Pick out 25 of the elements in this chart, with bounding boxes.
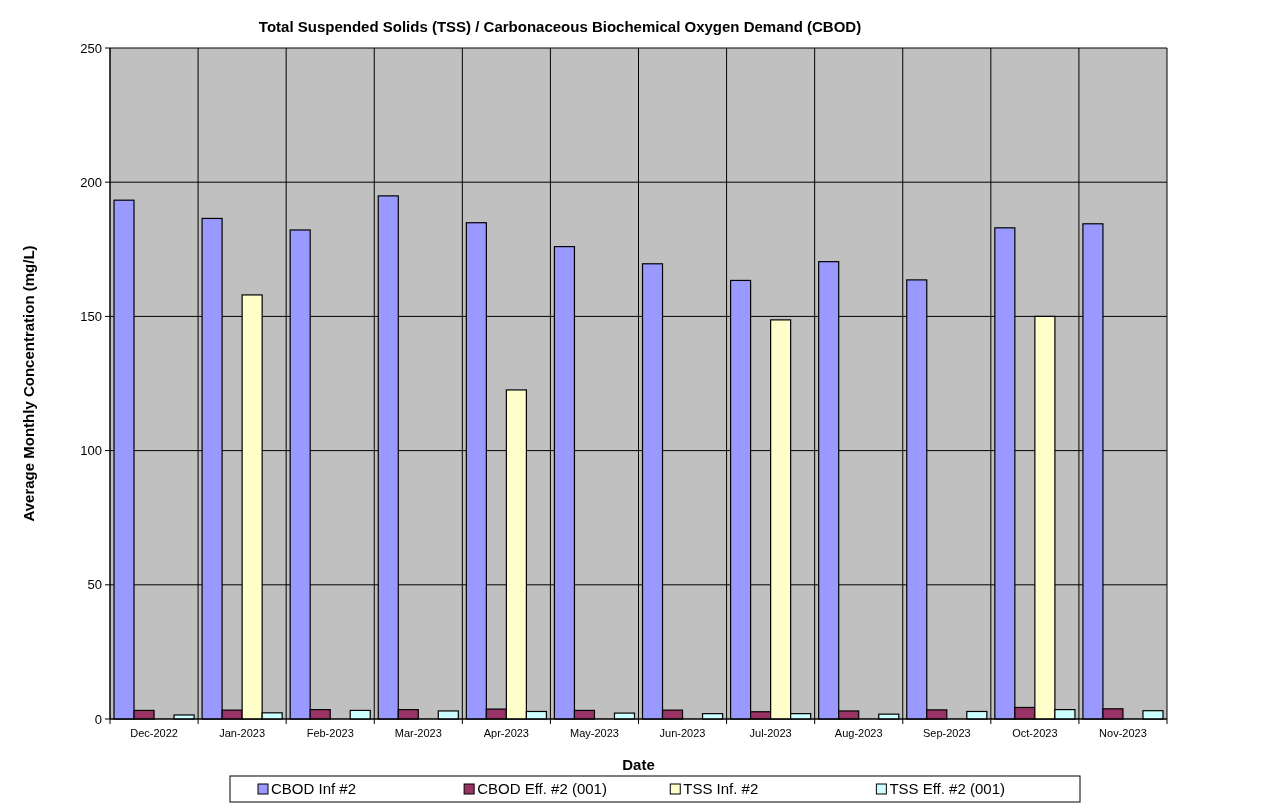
y-tick-label: 0 (94, 711, 102, 727)
x-tick-label: Mar-2023 (394, 727, 442, 739)
x-tick-label: Nov-2023 (1099, 727, 1147, 739)
x-tick-label: Oct-2023 (1012, 727, 1058, 739)
x-tick-label: Feb-2023 (306, 727, 354, 739)
x-tick-label: Jul-2023 (749, 727, 792, 739)
x-tick-label: Apr-2023 (483, 727, 530, 739)
y-axis-title: Average Monthly Concentration (mg/L) (20, 245, 37, 522)
x-axis-title: Date (622, 756, 655, 773)
y-tick-label: 250 (80, 40, 102, 56)
x-tick-label: Jan-2023 (219, 727, 266, 739)
y-tick-label: 100 (80, 443, 102, 459)
legend-label: TSS Inf. #2 (683, 780, 759, 798)
chart-title: Total Suspended Solids (TSS) / Carbonaceous Biochemical Oxygen Demand (CBOD) (258, 18, 862, 35)
x-tick-label: Dec-2022 (130, 727, 178, 739)
x-tick-label: Aug-2023 (834, 727, 883, 739)
x-tick-label: May-2023 (570, 727, 619, 739)
x-tick-label: Sep-2023 (922, 727, 971, 739)
legend-label: TSS Eff. #2 (001) (889, 780, 1005, 798)
y-tick-label: 150 (80, 308, 102, 324)
x-tick-label: Jun-2023 (659, 727, 706, 739)
y-tick-label: 200 (80, 174, 102, 190)
legend-label: CBOD Eff. #2 (001) (477, 780, 607, 798)
y-tick-label: 50 (87, 577, 102, 593)
legend-label: CBOD Inf #2 (271, 780, 357, 798)
